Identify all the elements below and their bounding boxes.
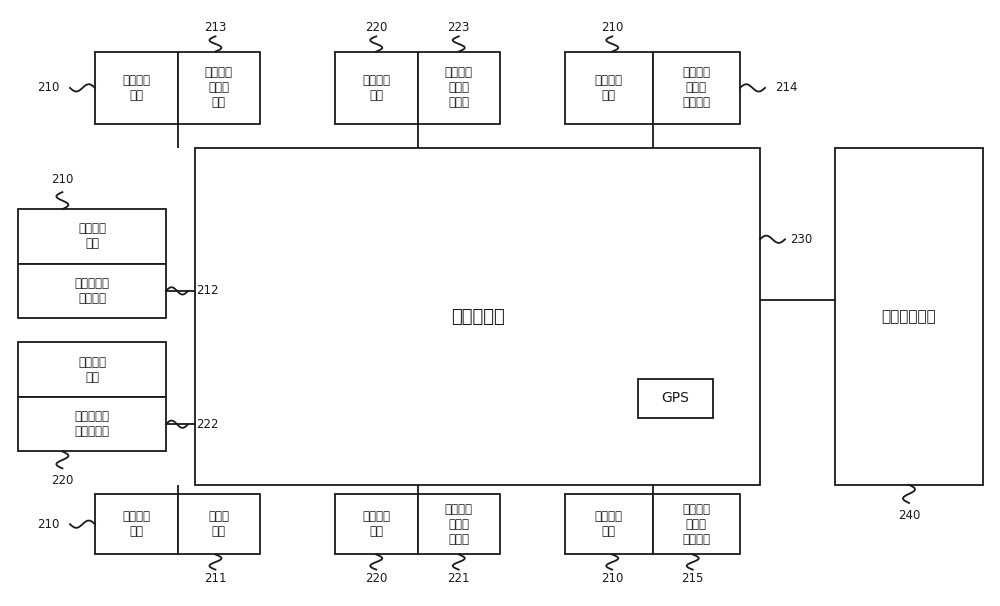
Text: 中央计算平台: 中央计算平台 bbox=[882, 309, 936, 324]
Text: 211: 211 bbox=[204, 572, 227, 585]
Text: 210: 210 bbox=[601, 21, 623, 34]
Text: 221: 221 bbox=[448, 572, 470, 585]
Bar bbox=[95, 52, 178, 124]
Text: 至少一个中
距离雷达: 至少一个中 距离雷达 bbox=[74, 277, 110, 305]
Text: 210: 210 bbox=[38, 518, 60, 531]
Text: 230: 230 bbox=[790, 233, 812, 246]
Text: 物体识别
模块: 物体识别 模块 bbox=[122, 510, 150, 538]
Bar bbox=[652, 494, 740, 554]
Text: 图像识别
模块: 图像识别 模块 bbox=[78, 356, 106, 384]
Bar bbox=[335, 494, 418, 554]
Text: 213: 213 bbox=[204, 21, 227, 34]
Text: 220: 220 bbox=[51, 474, 74, 487]
Bar bbox=[565, 494, 652, 554]
Text: 时间同步盒: 时间同步盒 bbox=[451, 308, 504, 325]
Text: 220: 220 bbox=[365, 21, 387, 34]
Text: 图像识别
模块: 图像识别 模块 bbox=[362, 74, 390, 102]
Text: 至少一个
近距离
备选雷达: 至少一个 近距离 备选雷达 bbox=[682, 67, 710, 109]
Text: GPS: GPS bbox=[662, 391, 689, 405]
Text: 图像识别
模块: 图像识别 模块 bbox=[362, 510, 390, 538]
Text: 物体识别
模块: 物体识别 模块 bbox=[595, 510, 623, 538]
Bar bbox=[638, 379, 713, 418]
Bar bbox=[178, 52, 260, 124]
Text: 至少一个
近距离
摄像头: 至少一个 近距离 摄像头 bbox=[445, 67, 473, 109]
Text: 至少一个中
距离摄像头: 至少一个中 距离摄像头 bbox=[74, 410, 110, 438]
Bar bbox=[335, 52, 418, 124]
Bar bbox=[95, 494, 178, 554]
Text: 物体识别
模块: 物体识别 模块 bbox=[595, 74, 623, 102]
Text: 210: 210 bbox=[51, 173, 74, 187]
Bar bbox=[418, 52, 500, 124]
Bar bbox=[652, 52, 740, 124]
Text: 212: 212 bbox=[196, 284, 218, 298]
Text: 物体识别
模块: 物体识别 模块 bbox=[122, 74, 150, 102]
Bar bbox=[835, 148, 983, 485]
Text: 远距离
雷达: 远距离 雷达 bbox=[208, 510, 229, 538]
Text: 210: 210 bbox=[38, 81, 60, 95]
Bar bbox=[18, 209, 166, 264]
Bar bbox=[195, 148, 760, 485]
Text: 物体识别
模块: 物体识别 模块 bbox=[78, 222, 106, 250]
Text: 至少一个
远距离
摄像头: 至少一个 远距离 摄像头 bbox=[445, 503, 473, 545]
Text: 214: 214 bbox=[775, 81, 798, 95]
Bar bbox=[18, 264, 166, 318]
Text: 240: 240 bbox=[898, 508, 920, 522]
Text: 215: 215 bbox=[682, 572, 704, 585]
Bar bbox=[18, 342, 166, 397]
Bar bbox=[418, 494, 500, 554]
Text: 220: 220 bbox=[365, 572, 387, 585]
Text: 210: 210 bbox=[601, 572, 623, 585]
Text: 223: 223 bbox=[448, 21, 470, 34]
Bar bbox=[565, 52, 652, 124]
Text: 至少一个
远距离
备选雷达: 至少一个 远距离 备选雷达 bbox=[682, 503, 710, 545]
Text: 222: 222 bbox=[196, 418, 218, 431]
Text: 至少一个
近距离
雷达: 至少一个 近距离 雷达 bbox=[205, 67, 233, 109]
Bar bbox=[178, 494, 260, 554]
Bar bbox=[18, 397, 166, 451]
